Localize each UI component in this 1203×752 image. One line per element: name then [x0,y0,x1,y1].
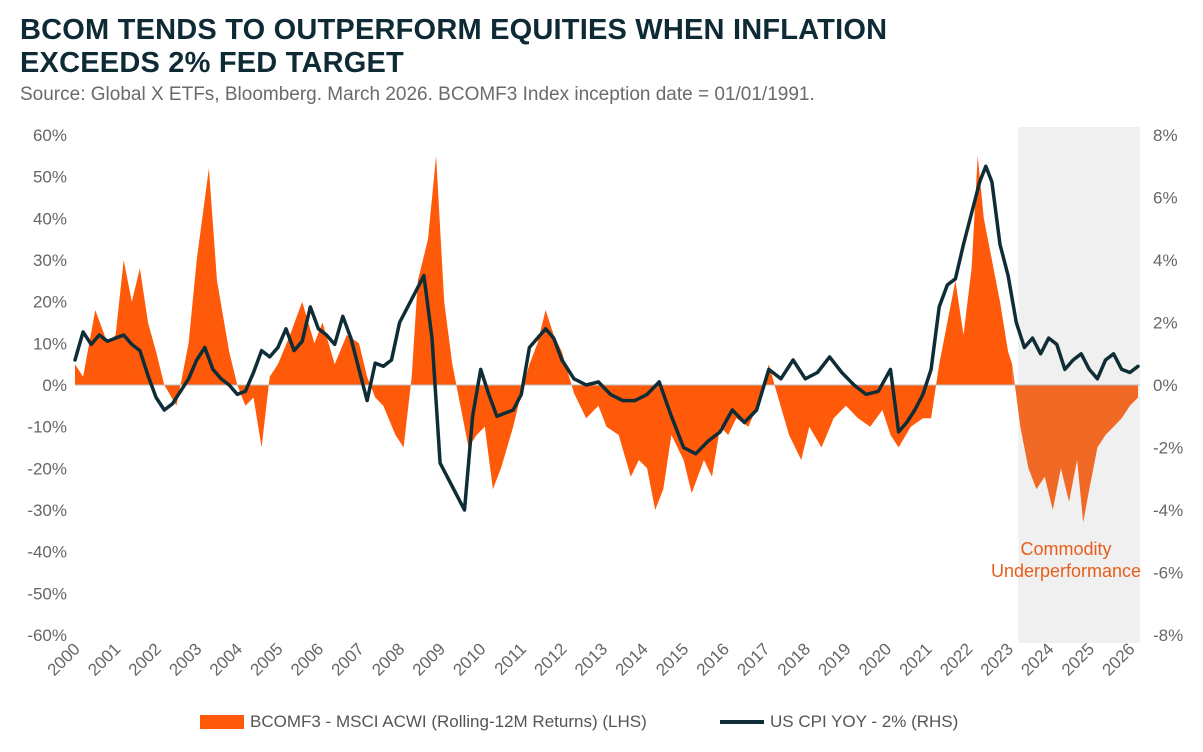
left-axis-tick: 40% [33,209,67,228]
x-axis-tick: 2004 [206,639,246,679]
left-axis-tick: 30% [33,251,67,270]
x-axis-tick: 2017 [733,639,773,679]
x-axis-tick: 2012 [531,639,571,679]
line-series-group [73,164,1140,512]
right-axis-tick: -8% [1153,626,1183,645]
left-axis-tick: -30% [27,501,67,520]
left-axis-tick: 10% [33,334,67,353]
legend-label-cpi: US CPI YOY - 2% (RHS) [770,712,959,731]
left-axis-tick: -10% [27,418,67,437]
right-axis-tick: 0% [1153,376,1178,395]
x-axis-tick: 2019 [815,639,855,679]
x-axis-tick: 2011 [491,639,530,678]
x-axis-tick: 2018 [774,639,814,679]
x-axis-tick: 2013 [571,639,611,679]
x-axis-tick: 2007 [328,639,368,679]
legend-swatch-line [720,720,764,724]
left-axis-tick: 0% [42,376,67,395]
x-axis-tick: 2009 [409,639,449,679]
x-axis-tick: 2014 [612,639,652,679]
area-bcomf3-shaded [1012,364,1138,523]
left-axis-tick: 50% [33,168,67,187]
chart-title-line1: BCOM TENDS TO OUTPERFORM EQUITIES WHEN I… [20,14,888,46]
left-axis-tick: -60% [27,626,67,645]
chart-title: BCOM TENDS TO OUTPERFORM EQUITIES WHEN I… [20,14,887,80]
x-axis-tick: 2021 [896,639,936,679]
x-axis-tick: 2020 [855,639,895,679]
x-axis-tick: 2003 [165,639,205,679]
annotation-line1: Commodity [1020,539,1111,559]
line-us-cpi [73,164,1140,512]
x-axis-tick: 2025 [1058,639,1098,679]
x-axis-tick: 2005 [247,639,287,679]
chart-title-line2: EXCEEDS 2% FED TARGET [20,47,404,79]
x-axis-tick: 2016 [693,639,733,679]
x-axis-tick: 2008 [368,639,408,679]
right-axis-tick: 8% [1153,126,1178,145]
legend-item-bcom: BCOMF3 - MSCI ACWI (Rolling-12M Returns)… [200,712,647,732]
right-axis-tick: 6% [1153,189,1178,208]
x-axis-tick: 2022 [936,639,976,679]
x-axis-tick: 2000 [44,639,84,679]
right-axis-tick: 4% [1153,251,1178,270]
legend-item-cpi: US CPI YOY - 2% (RHS) [720,712,958,732]
left-axis-tick: 60% [33,126,67,145]
legend-swatch-area [200,715,244,729]
x-axis-tick: 2015 [652,639,692,679]
chart-source: Source: Global X ETFs, Bloomberg. March … [20,84,815,105]
legend: BCOMF3 - MSCI ACWI (Rolling-12M Returns)… [0,708,1203,738]
x-axis-tick: 2001 [84,639,124,679]
x-axis-tick: 2024 [1017,639,1057,679]
right-axis-tick: -4% [1153,501,1183,520]
right-axis-tick: -6% [1153,564,1183,583]
x-axis-tick: 2026 [1099,639,1139,679]
x-axis-tick: 2002 [125,639,165,679]
left-axis-tick: -50% [27,584,67,603]
legend-label-bcom: BCOMF3 - MSCI ACWI (Rolling-12M Returns)… [250,712,647,731]
left-axis-tick: 20% [33,293,67,312]
annotation-line2: Underperformance [991,561,1141,581]
x-axis-tick: 2010 [449,639,489,679]
x-axis-tick: 2006 [287,639,327,679]
x-axis-tick: 2023 [977,639,1017,679]
right-axis-tick: 2% [1153,314,1178,333]
left-axis-tick: -40% [27,543,67,562]
right-axis-tick: -2% [1153,439,1183,458]
left-axis-tick: -20% [27,459,67,478]
area-series-group [75,155,1140,523]
